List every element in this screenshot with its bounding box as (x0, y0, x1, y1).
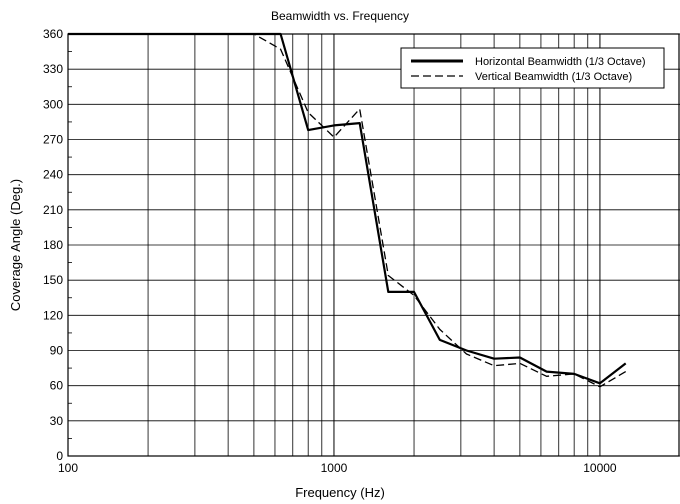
legend-label-vertical: Vertical Beamwidth (1/3 Octave) (475, 71, 632, 83)
x-tick-label-2: 10000 (583, 461, 617, 475)
legend: Horizontal Beamwidth (1/3 Octave) Vertic… (400, 47, 665, 89)
y-tick-label-9: 270 (43, 133, 63, 147)
x-axis-ticks: 100 1000 10000 (58, 461, 617, 475)
plot-frame (67, 33, 680, 457)
y-tick-label-12: 360 (43, 27, 63, 41)
legend-box (400, 47, 665, 89)
chart-title: Beamwidth vs. Frequency (271, 9, 409, 23)
y-tick-label-5: 150 (43, 273, 63, 287)
x-tick-label-1: 1000 (321, 461, 348, 475)
y-tick-label-4: 120 (43, 308, 63, 322)
y-tick-label-3: 90 (50, 344, 64, 358)
y-axis-ticks: 0 30 60 90 120 150 180 210 240 270 300 330 360 (43, 27, 72, 463)
y-tick-label-10: 300 (43, 97, 63, 111)
y-tick-label-1: 30 (50, 414, 64, 428)
y-tick-label-7: 210 (43, 203, 63, 217)
series-line-vertical (68, 33, 627, 388)
legend-label-horizontal: Horizontal Beamwidth (1/3 Octave) (475, 56, 646, 68)
x-axis-label: Frequency (Hz) (295, 485, 385, 500)
grid (67, 33, 680, 457)
x-tick-label-0: 100 (58, 461, 78, 475)
y-tick-label-2: 60 (50, 379, 64, 393)
y-tick-label-8: 240 (43, 168, 63, 182)
y-axis-label: Coverage Angle (Deg.) (8, 179, 23, 311)
y-tick-label-0: 0 (56, 449, 63, 463)
y-tick-label-11: 330 (43, 62, 63, 76)
y-tick-label-6: 180 (43, 238, 63, 252)
